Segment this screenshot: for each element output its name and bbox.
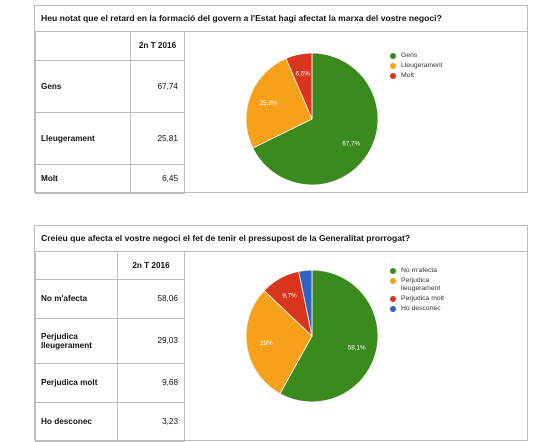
- legend-item: Molt: [390, 72, 500, 80]
- chart-legend: No m'afecta Perjudica lleugerament Perju…: [390, 267, 500, 315]
- table-row: No m'afecta 58,06: [35, 279, 185, 319]
- table-row: Perjudica lleugerament 29,03: [35, 318, 185, 364]
- table-corner: [35, 31, 131, 61]
- survey-panel-1: Heu notat que el retard en la formació d…: [34, 5, 528, 194]
- row-value: 25,81: [130, 112, 185, 165]
- row-label: Gens: [35, 60, 131, 113]
- legend-item: Perjudica lleugerament: [390, 277, 500, 293]
- table-row: Lleugerament 25,81: [35, 112, 185, 165]
- legend-swatch: [390, 53, 396, 59]
- survey-panel-2: Creieu que afecta el vostre negoci el fe…: [34, 225, 528, 442]
- chart-legend: Gens Lleugerament Molt: [390, 52, 500, 82]
- column-header: 2n T 2016: [130, 31, 185, 61]
- data-table: 2n T 2016 No m'afecta 58,06 Perjudica ll…: [35, 251, 185, 442]
- row-label: Perjudica molt: [35, 363, 118, 403]
- pie-slice: [252, 52, 379, 186]
- legend-label: No m'afecta: [401, 267, 438, 274]
- row-value: 67,74: [130, 60, 185, 113]
- table-corner: [35, 251, 118, 280]
- row-label: Lleugerament: [35, 112, 131, 165]
- pie-slice: [285, 52, 313, 120]
- slice-label: 58,1%: [348, 345, 366, 352]
- pie-chart: 67,7% 25,8% 6,5%: [245, 52, 379, 186]
- panel-title: Heu notat que el retard en la formació d…: [35, 6, 527, 32]
- slice-label: 67,7%: [342, 140, 360, 147]
- row-value: 29,03: [117, 318, 185, 364]
- slice-label: 9,7%: [282, 293, 297, 300]
- legend-item: No m'afecta: [390, 267, 500, 275]
- row-value: 58,06: [117, 279, 185, 319]
- data-table: 2n T 2016 Gens 67,74 Lleugerament 25,81 …: [35, 31, 185, 194]
- row-value: 3,23: [117, 402, 185, 442]
- row-label: Perjudica lleugerament: [35, 318, 118, 364]
- pie-slice: [279, 269, 379, 403]
- legend-swatch: [390, 306, 396, 312]
- legend-swatch: [390, 278, 396, 284]
- row-value: 9,68: [117, 363, 185, 403]
- legend-swatch: [390, 73, 396, 79]
- pie-slice: [298, 269, 313, 337]
- table-row: Molt 6,45: [35, 164, 185, 194]
- legend-item: Gens: [390, 52, 500, 60]
- legend-label: Perjudica lleugerament: [401, 277, 441, 292]
- legend-swatch: [390, 63, 396, 69]
- legend-label: Ho desconec: [401, 305, 441, 312]
- row-label: Ho desconec: [35, 402, 118, 442]
- legend-label: Lleugerament: [401, 62, 443, 69]
- row-value: 6,45: [130, 164, 185, 194]
- row-label: Molt: [35, 164, 131, 194]
- legend-label: Molt: [401, 72, 414, 79]
- table-row: Perjudica molt 9,68: [35, 363, 185, 403]
- row-label: No m'afecta: [35, 279, 118, 319]
- panel-title: Creieu que afecta el vostre negoci el fe…: [35, 226, 527, 252]
- pie-chart: 58,1% 29% 9,7%: [245, 269, 379, 403]
- slice-label: 6,5%: [296, 71, 311, 78]
- slice-label: 25,8%: [260, 100, 278, 107]
- legend-swatch: [390, 268, 396, 274]
- legend-swatch: [390, 296, 396, 302]
- table-row: Gens 67,74: [35, 60, 185, 113]
- column-header: 2n T 2016: [117, 251, 185, 280]
- legend-label: Perjudica molt: [401, 295, 445, 302]
- slice-label: 29%: [260, 340, 273, 347]
- pie-slice: [245, 289, 313, 395]
- legend-label: Gens: [401, 52, 418, 59]
- table-row: Ho desconec 3,23: [35, 402, 185, 442]
- legend-item: Lleugerament: [390, 62, 500, 70]
- legend-item: Perjudica molt: [390, 295, 500, 303]
- legend-item: Ho desconec: [390, 305, 500, 313]
